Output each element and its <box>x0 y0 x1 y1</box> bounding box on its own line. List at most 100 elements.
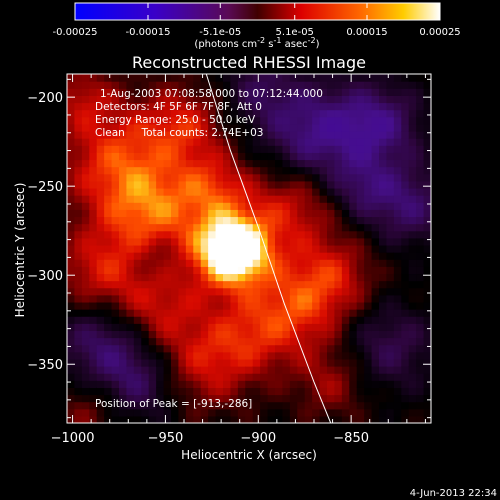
heatmap-cell <box>260 366 269 374</box>
heatmap-cell <box>275 351 284 360</box>
heatmap-cell <box>245 173 254 182</box>
heatmap-cell <box>245 309 254 317</box>
heatmap-cell <box>252 130 261 139</box>
heatmap-cell <box>282 294 291 303</box>
heatmap-cell <box>386 259 395 267</box>
heatmap-cell <box>223 273 232 282</box>
heatmap-cell <box>163 344 172 353</box>
heatmap-cell <box>267 415 276 423</box>
heatmap-cell <box>386 74 395 82</box>
heatmap-cell <box>304 266 313 275</box>
heatmap-cell <box>230 358 239 367</box>
heatmap-cell <box>364 280 373 289</box>
heatmap-cell <box>275 138 284 146</box>
heatmap-cell <box>133 366 142 374</box>
heatmap-cell <box>245 301 254 310</box>
heatmap-cell <box>96 337 105 346</box>
heatmap-cell <box>356 166 365 175</box>
heatmap-cell <box>423 74 431 82</box>
heatmap-cell <box>111 387 120 396</box>
heatmap-cell <box>327 394 336 403</box>
heatmap-cell <box>371 301 380 310</box>
heatmap-cell <box>260 230 269 239</box>
heatmap-cell <box>126 401 135 410</box>
heatmap-cell <box>245 351 254 360</box>
heatmap-cell <box>163 415 172 423</box>
heatmap-cell <box>267 202 276 210</box>
heatmap-cell <box>386 152 395 161</box>
heatmap-cell <box>215 266 224 275</box>
heatmap-cell <box>215 209 224 218</box>
heatmap-cell <box>416 415 425 423</box>
heatmap-cell <box>379 394 388 403</box>
heatmap-cell <box>89 358 98 367</box>
heatmap-cell <box>379 74 388 82</box>
heatmap-cell <box>371 130 380 139</box>
heatmap-cell <box>193 309 202 317</box>
heatmap-cell <box>156 230 165 239</box>
heatmap-cell <box>297 138 306 146</box>
heatmap-cell <box>312 152 321 161</box>
heatmap-cell <box>267 344 276 353</box>
heatmap-cell <box>245 415 254 423</box>
heatmap-cell <box>371 230 380 239</box>
heatmap-cell <box>349 301 358 310</box>
heatmap-cell <box>252 230 261 239</box>
heatmap-cell <box>267 301 276 310</box>
heatmap-cell <box>208 323 217 332</box>
heatmap-cell <box>223 351 232 360</box>
annotation-detectors: Detectors: 4F 5F 6F 7F 8F, Att 0 <box>95 101 262 113</box>
heatmap-cell <box>89 244 98 253</box>
heatmap-cell <box>208 74 217 82</box>
heatmap-cell <box>304 230 313 239</box>
heatmap-cell <box>327 373 336 381</box>
heatmap-cell <box>364 195 373 203</box>
heatmap-cell <box>401 266 410 275</box>
heatmap-cell <box>334 330 343 339</box>
heatmap-cell <box>267 123 276 132</box>
heatmap-cell <box>111 309 120 317</box>
heatmap-cell <box>327 252 336 260</box>
heatmap-cell <box>416 373 425 381</box>
heatmap-cell <box>386 187 395 196</box>
heatmap-cell <box>178 180 187 189</box>
heatmap-cell <box>111 152 120 161</box>
heatmap-cell <box>208 259 217 267</box>
heatmap-cell <box>74 323 83 332</box>
heatmap-cell <box>185 287 194 296</box>
heatmap-cell <box>74 216 83 225</box>
heatmap-cell <box>67 337 76 346</box>
heatmap-cell <box>319 95 328 104</box>
heatmap-cell <box>171 351 180 360</box>
heatmap-cell <box>275 259 284 267</box>
colorbar-tick-label: 5.1e-05 <box>276 27 314 38</box>
heatmap-cell <box>260 344 269 353</box>
heatmap-cell <box>356 337 365 346</box>
heatmap-cell <box>163 223 172 232</box>
heatmap-cell <box>319 309 328 317</box>
heatmap-cell <box>416 252 425 260</box>
heatmap-cell <box>223 152 232 161</box>
heatmap-cell <box>67 266 76 275</box>
heatmap-cell <box>408 394 417 403</box>
heatmap-cell <box>282 358 291 367</box>
heatmap-cell <box>141 401 150 410</box>
heatmap-cell <box>200 358 209 367</box>
heatmap-cell <box>312 195 321 203</box>
heatmap-cell <box>260 351 269 360</box>
heatmap-cell <box>312 109 321 118</box>
heatmap-cell <box>230 102 239 111</box>
heatmap-cell <box>379 123 388 132</box>
heatmap-cell <box>67 237 76 246</box>
heatmap-cell <box>349 230 358 239</box>
heatmap-cell <box>401 287 410 296</box>
heatmap-cell <box>275 166 284 175</box>
heatmap-cell <box>289 387 298 396</box>
heatmap-cell <box>178 173 187 182</box>
heatmap-cell <box>223 401 232 410</box>
heatmap-cell <box>133 401 142 410</box>
heatmap-cell <box>230 387 239 396</box>
heatmap-cell <box>312 123 321 132</box>
heatmap-cell <box>193 394 202 403</box>
heatmap-cell <box>148 266 157 275</box>
